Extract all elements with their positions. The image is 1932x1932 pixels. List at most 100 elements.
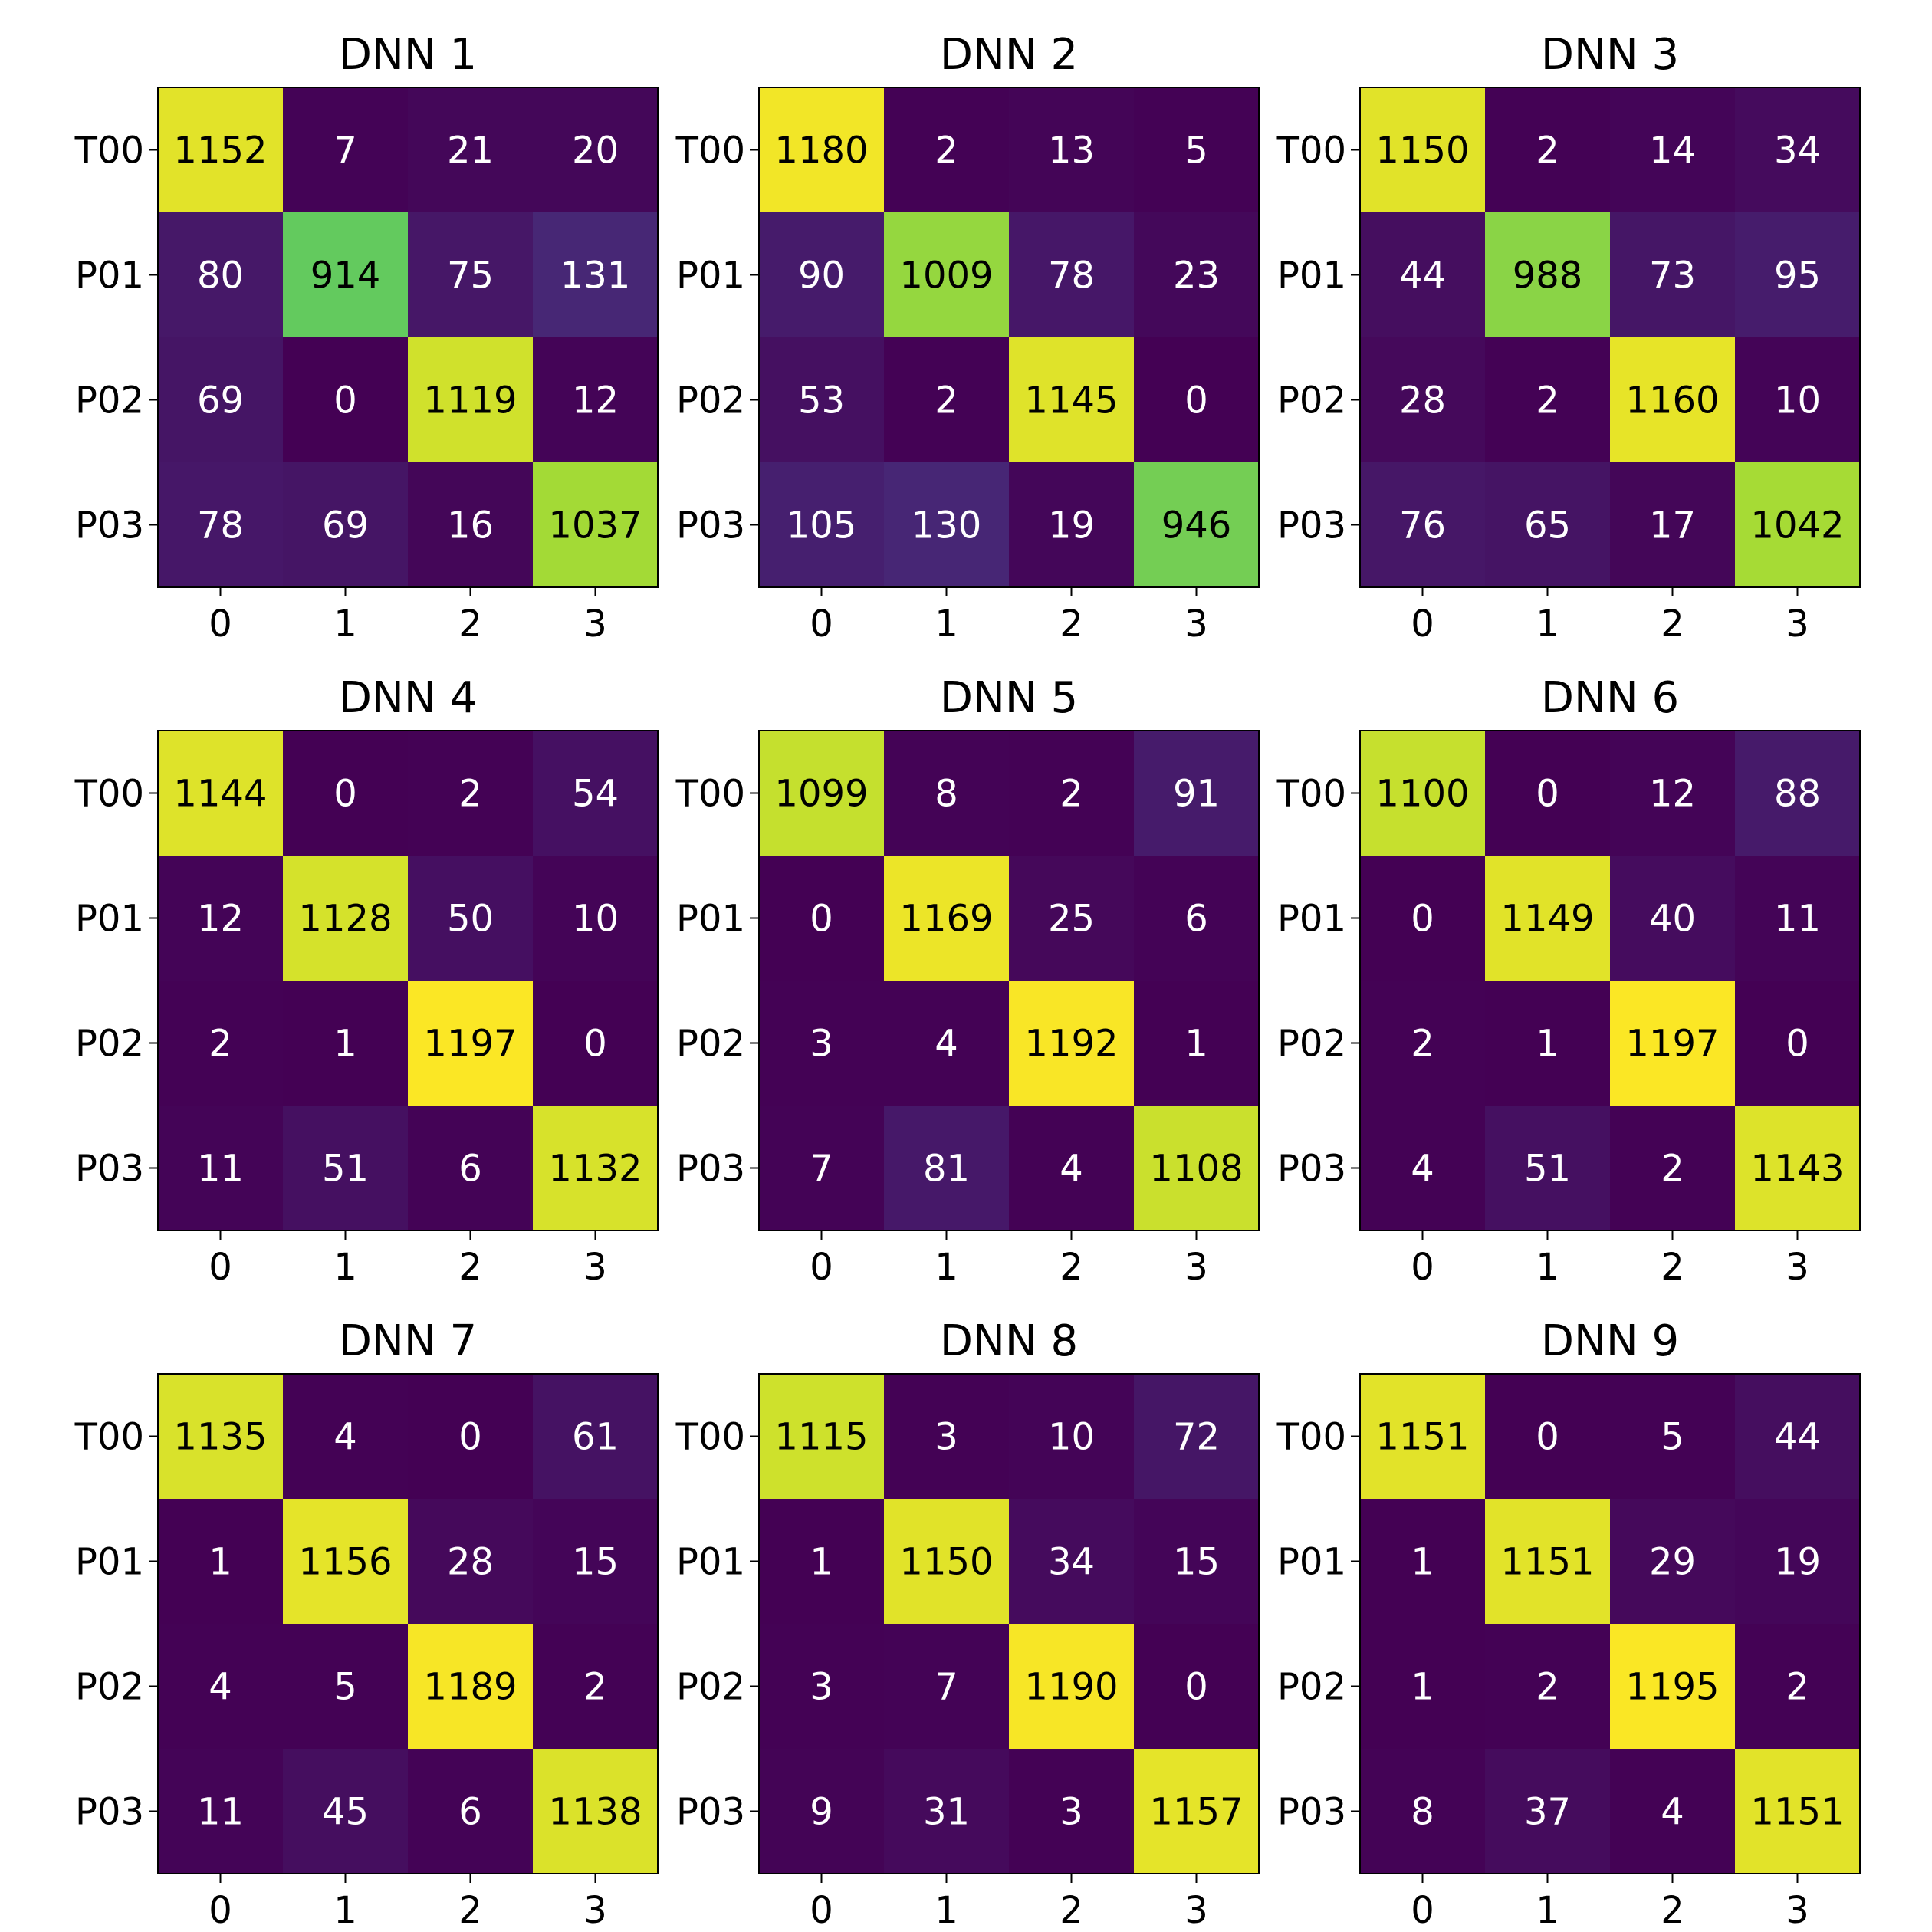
cell-value-label: 10 <box>1774 380 1821 422</box>
cell-value-label: 2 <box>935 130 958 172</box>
heatmap-cell <box>408 462 534 588</box>
x-tick-label: 2 <box>1661 1889 1684 1932</box>
heatmap-cell <box>283 1374 409 1500</box>
cell-value-label: 2 <box>1060 773 1083 816</box>
x-tick-label: 1 <box>334 1246 357 1289</box>
cell-value-label: 6 <box>458 1148 482 1191</box>
cell-value-label: 54 <box>572 773 619 816</box>
cell-value-label: 988 <box>1513 255 1583 297</box>
heatmap-cell <box>158 1106 284 1231</box>
x-tick-label: 0 <box>209 603 232 646</box>
heatmap-cell <box>884 1499 1010 1625</box>
cell-value-label: 12 <box>197 898 244 941</box>
cell-value-label: 130 <box>912 504 982 547</box>
heatmap-cell <box>158 87 284 213</box>
heatmap-cell <box>158 981 284 1106</box>
cell-value-label: 1180 <box>774 130 868 172</box>
heatmap-cell <box>1485 212 1611 338</box>
x-tick-label: 3 <box>583 1889 607 1932</box>
heatmap-cell <box>1485 1499 1611 1625</box>
heatmap-cell <box>1735 856 1861 981</box>
y-tick-label: P01 <box>676 255 745 297</box>
x-tick-label: 1 <box>1536 1246 1559 1289</box>
cell-value-label: 2 <box>583 1666 607 1709</box>
heatmap-cell <box>1360 337 1486 463</box>
y-tick-label: T00 <box>675 1416 745 1459</box>
cell-value-label: 37 <box>1524 1791 1571 1834</box>
x-tick-label: 0 <box>1411 1889 1434 1932</box>
y-tick-label: P03 <box>1277 1148 1346 1191</box>
y-tick-label: T00 <box>675 130 745 172</box>
cell-value-label: 1144 <box>173 773 267 816</box>
cell-value-label: 6 <box>458 1791 482 1834</box>
heatmap-cell <box>1134 981 1260 1106</box>
axes-frame <box>758 1373 1260 1875</box>
heatmap-cell <box>1134 1624 1260 1750</box>
cell-value-label: 0 <box>1184 380 1208 422</box>
cell-value-label: 10 <box>1048 1416 1095 1459</box>
heatmap-cell <box>1009 1499 1135 1625</box>
panel-title: DNN 1 <box>339 30 477 80</box>
cell-value-label: 5 <box>334 1666 357 1709</box>
cell-value-label: 23 <box>1173 255 1220 297</box>
cell-value-label: 73 <box>1649 255 1696 297</box>
heatmap-cell <box>283 462 409 588</box>
heatmap-cell <box>408 212 534 338</box>
cell-value-label: 78 <box>1048 255 1095 297</box>
cell-value-label: 44 <box>1399 255 1446 297</box>
panel-title: DNN 6 <box>1541 673 1679 723</box>
heatmap-cell <box>1485 87 1611 213</box>
heatmap-cell <box>884 337 1010 463</box>
x-tick-label: 3 <box>583 603 607 646</box>
y-tick-label: P03 <box>75 1148 144 1191</box>
cell-value-label: 75 <box>447 255 494 297</box>
y-tick-label: P01 <box>75 898 144 941</box>
heatmap-cell <box>1134 1106 1260 1231</box>
cell-value-label: 0 <box>810 898 833 941</box>
heatmap-cell <box>1735 212 1861 338</box>
panel-title: DNN 5 <box>940 673 1078 723</box>
x-tick-label: 0 <box>209 1246 232 1289</box>
heatmap-cell <box>1485 1749 1611 1875</box>
heatmap-panel-5: DNN 5 1099 8 2 91 0 1169 25 6 3 4 1192 1 7 81 4 1108 T00 P… <box>675 673 1260 1289</box>
cell-value-label: 25 <box>1048 898 1095 941</box>
x-tick-label: 2 <box>1060 603 1083 646</box>
heatmap-cell <box>408 856 534 981</box>
cell-value-label: 7 <box>935 1666 958 1709</box>
cell-value-label: 5 <box>1661 1416 1684 1459</box>
heatmap-cell <box>533 1106 659 1231</box>
heatmap-cell <box>1134 212 1260 338</box>
heatmap-cell <box>1735 981 1861 1106</box>
cell-value-label: 12 <box>572 380 619 422</box>
heatmap-cell <box>283 1499 409 1625</box>
heatmap-cell <box>1485 981 1611 1106</box>
panel-title: DNN 8 <box>940 1316 1078 1366</box>
cell-value-label: 1 <box>1411 1666 1434 1709</box>
heatmap-cell <box>1485 337 1611 463</box>
y-tick-label: P02 <box>75 1666 144 1709</box>
cell-value-label: 28 <box>447 1541 494 1584</box>
heatmap-cell <box>283 856 409 981</box>
cell-value-label: 61 <box>572 1416 619 1459</box>
cell-value-label: 1 <box>1411 1541 1434 1584</box>
heatmap-cell <box>158 1749 284 1875</box>
y-tick-label: P03 <box>676 1148 745 1191</box>
x-tick-label: 0 <box>1411 603 1434 646</box>
cell-value-label: 1151 <box>1375 1416 1469 1459</box>
y-tick-label: P02 <box>75 1023 144 1066</box>
heatmap-cell <box>1735 731 1861 856</box>
x-tick-label: 1 <box>334 603 357 646</box>
cell-value-label: 88 <box>1774 773 1821 816</box>
heatmap-cell <box>884 731 1010 856</box>
axes-frame <box>1359 730 1861 1231</box>
cell-value-label: 131 <box>560 255 631 297</box>
heatmap-cell <box>884 1624 1010 1750</box>
cell-value-label: 1151 <box>1750 1791 1844 1834</box>
y-tick-label: P01 <box>1277 255 1346 297</box>
cell-value-label: 40 <box>1649 898 1696 941</box>
cell-value-label: 1151 <box>1500 1541 1594 1584</box>
heatmap-cell <box>1610 212 1736 338</box>
heatmap-cell <box>884 1749 1010 1875</box>
heatmap-cell <box>759 212 885 338</box>
cell-value-label: 1156 <box>298 1541 392 1584</box>
